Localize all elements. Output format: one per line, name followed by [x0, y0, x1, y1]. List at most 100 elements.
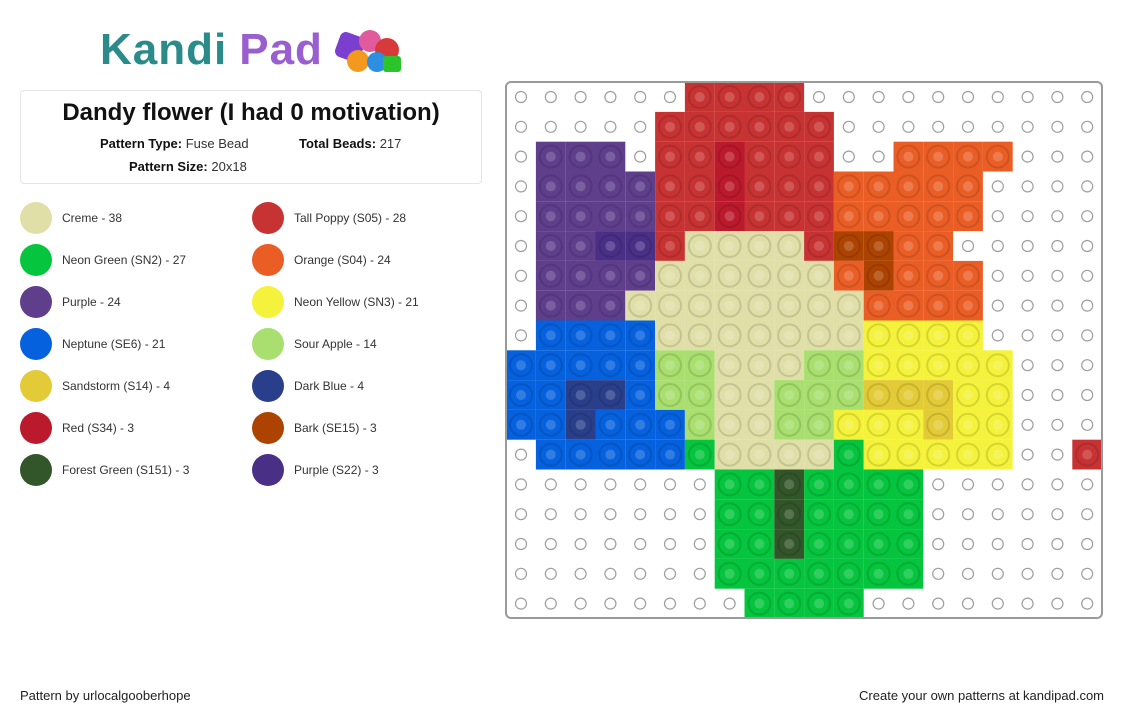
bead-ring [687, 204, 712, 229]
legend-swatch [252, 412, 284, 444]
bead-ring [717, 412, 742, 437]
bead-ring [568, 383, 593, 407]
bead-hole [843, 330, 854, 341]
bead-ring [985, 383, 1010, 407]
empty-peg [1021, 388, 1034, 402]
bead-hole [635, 419, 646, 430]
bead-ring [598, 234, 623, 258]
bead-ring [747, 85, 772, 109]
empty-peg [1051, 418, 1064, 431]
bead-hole [545, 211, 556, 222]
bead-ring [658, 293, 682, 318]
bead-hole [545, 151, 556, 162]
empty-peg [1051, 537, 1064, 551]
bead [774, 409, 805, 440]
bead [684, 260, 715, 291]
empty-peg [1021, 567, 1034, 580]
bead [595, 439, 626, 470]
empty-peg [1051, 448, 1064, 461]
empty-peg [961, 567, 975, 580]
legend-item: Tall Poppy (S05) - 28 [252, 202, 406, 234]
kandipad-link[interactable]: Create your own patterns at kandipad.com [859, 688, 1104, 703]
bead-ring [807, 323, 831, 348]
bead-ring [628, 412, 653, 437]
bead-ring [598, 323, 623, 348]
bead-ring [747, 174, 772, 199]
bead [714, 499, 745, 530]
bead-ring [985, 144, 1010, 169]
bead-ring [926, 383, 951, 407]
bead-hole [843, 419, 854, 430]
bead [774, 141, 805, 172]
bead-ring [628, 234, 653, 258]
bead-hole [843, 568, 854, 579]
bead [744, 588, 775, 617]
empty-peg [1081, 537, 1094, 551]
bead [833, 260, 864, 291]
bead-ring [836, 383, 861, 407]
bead [565, 231, 596, 261]
bead [893, 350, 924, 381]
bead-ring [538, 353, 563, 378]
bead-ring [866, 204, 891, 229]
bead-hole [784, 539, 795, 549]
create-patterns-link[interactable]: Create your own patterns at kandipad.com [859, 688, 1104, 703]
bead [893, 231, 924, 261]
bead-hole [605, 300, 616, 311]
bead [655, 409, 685, 440]
bead [684, 83, 715, 112]
empty-peg [634, 508, 647, 521]
bead-ring [836, 234, 861, 258]
bead [625, 201, 656, 232]
empty-peg [1021, 180, 1034, 193]
bead [923, 320, 954, 351]
bead [714, 469, 745, 500]
bead-ring [807, 174, 831, 199]
bead-ring [777, 472, 802, 497]
kandipad-logo[interactable]: Kandi Pad [100, 24, 409, 76]
bead-hole [575, 241, 586, 251]
bead-hole [605, 151, 616, 162]
bead-ring [807, 502, 831, 527]
bead-ring [568, 263, 593, 288]
empty-peg [574, 508, 587, 521]
bead [744, 350, 775, 381]
bead [1072, 439, 1101, 470]
empty-peg [604, 120, 617, 133]
bead-hole [814, 479, 824, 490]
bead-hole [635, 241, 646, 251]
empty-peg [1021, 537, 1034, 551]
bead-hole [814, 360, 824, 371]
bead-ring [747, 591, 772, 616]
bead-hole [605, 211, 616, 222]
empty-peg [842, 120, 855, 133]
bead [744, 290, 775, 321]
legend-item: Purple (S22) - 3 [252, 454, 379, 486]
bead-ring [777, 442, 802, 467]
bead-ring [598, 263, 623, 288]
empty-peg [991, 239, 1004, 253]
bead [714, 558, 745, 589]
bead-ring [687, 412, 712, 437]
bead [625, 320, 656, 351]
bead-ring [568, 293, 593, 318]
empty-peg [991, 90, 1004, 104]
bead-hole [814, 151, 824, 162]
bead [625, 350, 656, 381]
legend-item: Dark Blue - 4 [252, 370, 364, 402]
bead [625, 409, 656, 440]
bead-hole [933, 151, 944, 162]
empty-peg [991, 508, 1004, 521]
bead-hole [575, 211, 586, 222]
empty-peg [1081, 359, 1094, 372]
bead-ring [717, 234, 742, 258]
bead-hole [694, 181, 705, 192]
bead [893, 499, 924, 530]
bead-ring [538, 383, 563, 407]
bead [863, 231, 894, 261]
bead [923, 290, 954, 321]
legend-swatch [252, 328, 284, 360]
bead-hole [784, 241, 795, 251]
bead-hole [694, 121, 705, 132]
bead-ring [836, 442, 861, 467]
